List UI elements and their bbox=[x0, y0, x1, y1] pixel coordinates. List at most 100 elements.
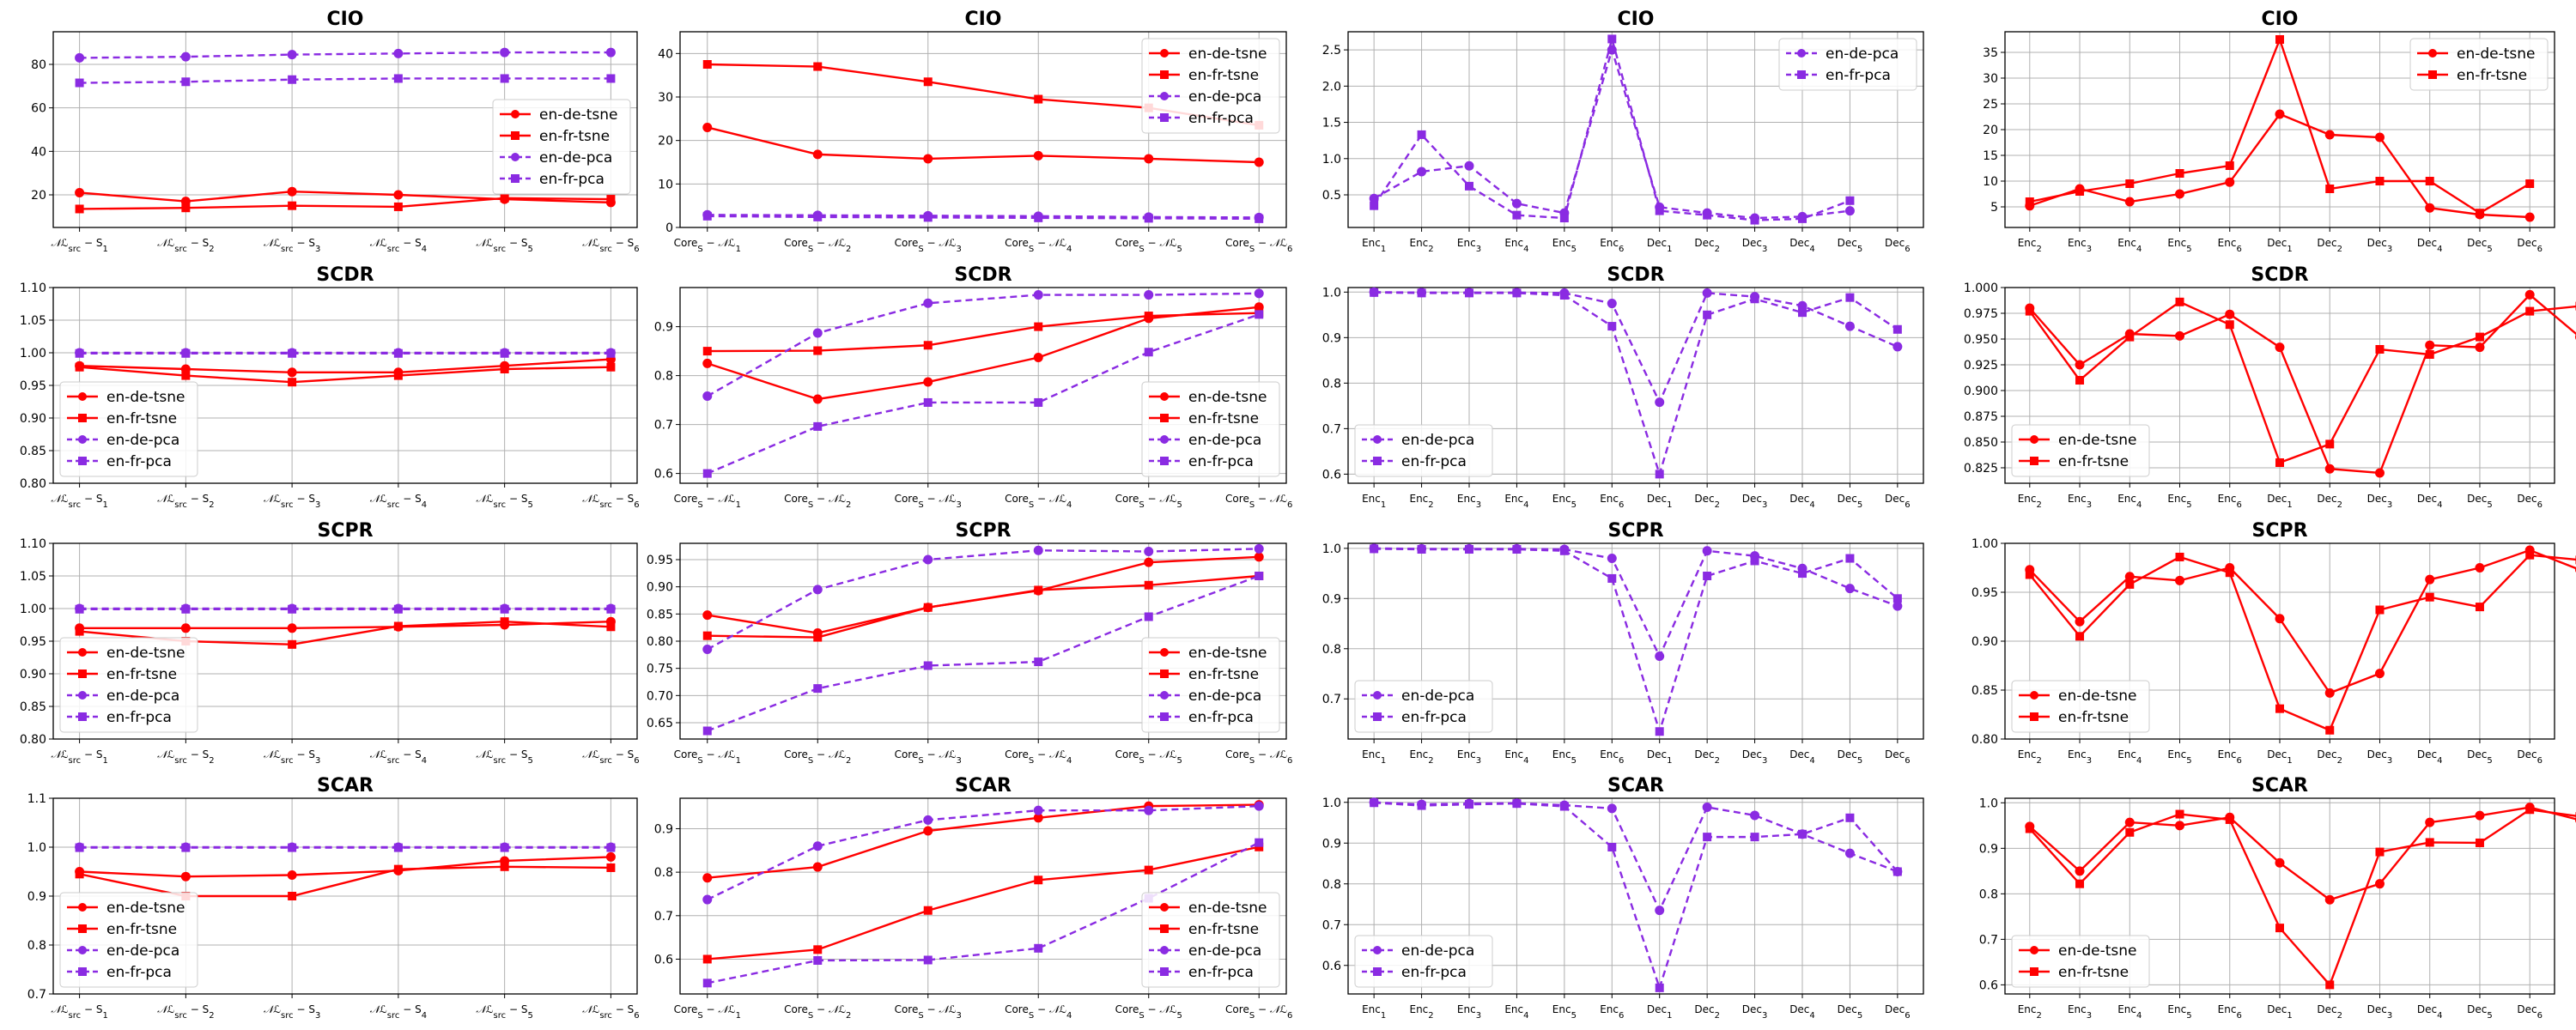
data-point bbox=[75, 348, 84, 358]
data-point bbox=[2175, 330, 2185, 341]
legend: en-de-tsne en-fr-tsne bbox=[2011, 424, 2150, 477]
data-point bbox=[702, 894, 713, 905]
data-point bbox=[2525, 550, 2535, 560]
data-point bbox=[2325, 725, 2335, 735]
data-point bbox=[1464, 161, 1474, 171]
legend-label: en-fr-tsne bbox=[106, 410, 177, 427]
legend-label: en-de-pca bbox=[1188, 942, 1261, 960]
series-line bbox=[707, 845, 1260, 960]
legend: en-de-tsne en-fr-tsne bbox=[2409, 38, 2549, 91]
data-point bbox=[2375, 847, 2385, 857]
series-line bbox=[707, 804, 1260, 901]
legend-label: en-fr-pca bbox=[539, 171, 605, 188]
x-tick-label: Enc1 bbox=[1362, 237, 1386, 254]
x-tick-label: Dec6 bbox=[1885, 748, 1911, 766]
chart-panel: SCDR 0.6 0.7 0.8 0.9 1.0 Enc1 Enc2 Enc3 Enc4 Enc5 E… bbox=[1322, 264, 1924, 510]
chart-panel: SCDR 0.6 0.7 0.8 0.9 CoreS − 𝒩ℒ1 CoreS − 𝒩ℒ2 Co… bbox=[654, 264, 1293, 510]
data-point bbox=[923, 77, 933, 87]
data-point bbox=[2324, 688, 2335, 698]
data-point bbox=[813, 684, 823, 694]
x-tick-label: Enc6 bbox=[2218, 237, 2242, 254]
data-point bbox=[2275, 109, 2285, 119]
y-tick-label: 1.05 bbox=[20, 570, 46, 584]
x-tick-label: Dec4 bbox=[1789, 493, 1815, 510]
series-line bbox=[79, 621, 611, 629]
data-point bbox=[2525, 805, 2535, 815]
x-tick-label: Enc2 bbox=[2018, 237, 2042, 254]
series-line bbox=[2028, 548, 2576, 694]
chart-panel: SCAR 0.7 0.8 0.9 1.0 1.1 𝒩ℒsrc − S1 𝒩ℒsrc − S2 𝒩… bbox=[27, 775, 640, 1021]
x-tick-label: Enc1 bbox=[1362, 1003, 1386, 1021]
x-tick-label: CoreS − 𝒩ℒ1 bbox=[674, 493, 741, 510]
x-tick-label: Dec6 bbox=[1885, 493, 1911, 510]
x-tick-label: Enc6 bbox=[1600, 237, 1624, 254]
data-point bbox=[2175, 809, 2184, 819]
legend: en-de-tsne en-fr-tsne bbox=[2011, 680, 2150, 733]
legend-marker bbox=[1160, 435, 1169, 444]
chart-panel: CIO 0 10 20 30 40 CoreS − 𝒩ℒ1 CoreS − 𝒩ℒ2 CoreS … bbox=[658, 9, 1292, 254]
legend-marker bbox=[2030, 712, 2038, 721]
data-point bbox=[1703, 310, 1712, 319]
x-tick-label: Enc1 bbox=[1362, 748, 1386, 766]
y-tick-label: 0.850 bbox=[1964, 436, 1998, 450]
legend-marker bbox=[1373, 946, 1382, 954]
legend-label: en-de-tsne bbox=[2457, 45, 2536, 63]
data-point bbox=[1034, 94, 1043, 104]
data-point bbox=[813, 421, 823, 431]
x-tick-label: 𝒩ℒsrc − S2 bbox=[157, 1003, 214, 1021]
legend: en-de-pca en-fr-pca bbox=[1778, 38, 1917, 91]
legend-marker bbox=[1160, 70, 1169, 79]
x-tick-label: Dec4 bbox=[1789, 237, 1815, 254]
x-tick-label: 𝒩ℒsrc − S6 bbox=[582, 237, 639, 254]
y-tick-label: 0.95 bbox=[20, 379, 46, 393]
legend-label: en-fr-pca bbox=[1188, 964, 1254, 981]
x-tick-label: Enc3 bbox=[1457, 237, 1481, 254]
legend-marker bbox=[1160, 670, 1169, 678]
y-tick-label: 1.1 bbox=[27, 792, 46, 806]
x-tick-label: Dec2 bbox=[1694, 1003, 1720, 1021]
data-point bbox=[1845, 196, 1855, 205]
x-tick-label: Enc6 bbox=[2218, 748, 2242, 766]
legend-box bbox=[59, 892, 198, 988]
x-tick-label: Enc5 bbox=[1552, 237, 1577, 254]
data-point bbox=[1033, 805, 1043, 815]
x-tick-label: Enc3 bbox=[2068, 1003, 2092, 1021]
y-tick-label: 0.6 bbox=[1322, 468, 1341, 482]
data-point bbox=[1845, 554, 1855, 563]
data-point bbox=[1370, 798, 1379, 808]
data-point bbox=[1559, 291, 1569, 300]
data-point bbox=[606, 195, 616, 204]
x-tick-label: Dec4 bbox=[2417, 493, 2443, 510]
data-point bbox=[288, 604, 297, 614]
y-tick-label: 0.9 bbox=[654, 822, 673, 836]
y-tick-label: 0.80 bbox=[20, 733, 46, 747]
y-tick-label: 1.000 bbox=[1964, 282, 1998, 295]
x-tick-label: Dec3 bbox=[1742, 1003, 1768, 1021]
legend-label: en-de-pca bbox=[1401, 688, 1474, 705]
x-tick-label: Enc4 bbox=[1504, 493, 1528, 510]
legend-label: en-fr-pca bbox=[1188, 709, 1254, 726]
plot-frame bbox=[52, 31, 638, 228]
x-tick-label: CoreS − 𝒩ℒ2 bbox=[784, 237, 851, 254]
x-tick-label: Enc3 bbox=[1457, 748, 1481, 766]
data-point bbox=[2524, 212, 2535, 222]
x-tick-label: Dec3 bbox=[1742, 748, 1768, 766]
data-point bbox=[393, 604, 403, 614]
x-tick-label: Enc6 bbox=[1600, 748, 1624, 766]
series-line bbox=[707, 215, 1260, 221]
data-point bbox=[1893, 594, 1902, 603]
series-line bbox=[1374, 801, 1899, 913]
y-tick-label: 0.9 bbox=[1322, 592, 1341, 606]
x-tick-label: Dec4 bbox=[2417, 748, 2443, 766]
chart-panel: SCPR 0.65 0.70 0.75 0.80 0.85 0.90 0.95 CoreS − … bbox=[647, 520, 1293, 766]
chart-panel: CIO 20 40 60 80 𝒩ℒsrc − S1 𝒩ℒsrc − S2 𝒩ℒsrc − S… bbox=[31, 9, 639, 254]
data-point bbox=[500, 193, 509, 203]
data-point bbox=[1144, 865, 1153, 875]
data-point bbox=[1607, 554, 1617, 564]
chart-title: SCAR bbox=[2251, 775, 2308, 797]
legend-marker bbox=[1160, 691, 1169, 700]
y-tick-label: 20 bbox=[1983, 124, 1998, 137]
y-tick-label: 0.80 bbox=[20, 477, 46, 491]
y-tick-label: 30 bbox=[658, 91, 673, 105]
data-point bbox=[702, 873, 713, 883]
